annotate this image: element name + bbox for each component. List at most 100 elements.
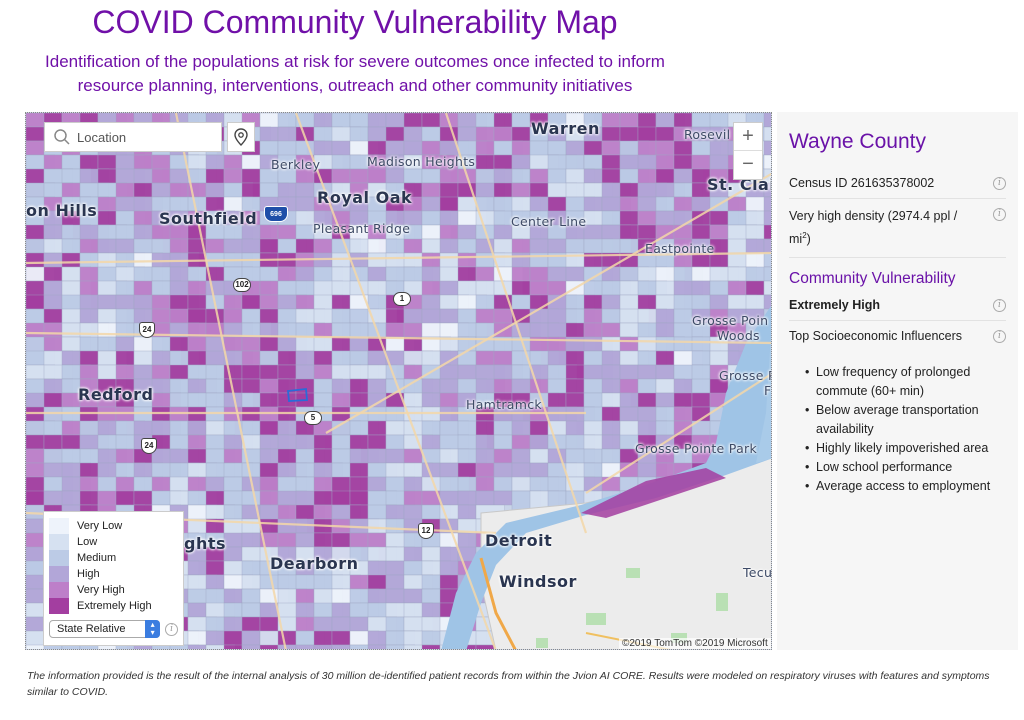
census-tract [223,602,243,618]
census-tract [349,392,369,408]
census-tract [763,238,771,254]
census-tract [601,308,621,324]
census-tract [403,448,423,464]
census-tract [115,280,135,296]
census-tract [673,392,693,408]
census-tract [601,126,621,142]
census-tract [637,126,657,142]
census-tract [655,364,675,380]
census-tract [43,252,63,268]
census-tract [313,602,333,618]
census-tract [655,168,675,184]
census-tract [313,364,333,380]
census-tract [133,364,153,380]
census-tract [151,168,171,184]
census-tract [655,350,675,366]
census-tract [655,126,675,142]
census-tract [241,294,261,310]
census-tract [367,113,387,128]
census-tract [619,196,639,212]
census-tract [187,434,207,450]
census-tract [529,182,549,198]
census-info-icon[interactable]: i [993,177,1006,190]
census-tract [313,434,333,450]
census-tract [223,308,243,324]
census-tract [151,308,171,324]
road [26,251,771,265]
census-tract [133,294,153,310]
census-tract [385,644,415,649]
vulnerability-info-icon[interactable]: i [993,299,1006,313]
census-tract [43,322,63,338]
place-label-grosse-pointe-park: Grosse Pointe Park [635,441,758,456]
census-tract [26,113,45,128]
legend-label: Very Low [77,520,123,532]
census-tract [655,322,675,338]
census-tract [26,294,45,310]
census-tract [313,448,333,464]
census-tract [763,126,771,142]
census-tract [187,420,207,436]
place-label-dearborn-heights: ghts [184,534,227,553]
census-tract [295,588,315,604]
census-tract [385,560,405,576]
census-tract [493,350,513,366]
census-tract [601,420,621,436]
legend-label: Medium [77,552,117,564]
legend-item: Low [49,534,178,550]
place-label-southfield: Southfield [159,209,258,228]
census-tract [241,336,261,352]
census-tract [61,434,81,450]
census-tract [493,182,513,198]
search-placeholder: Location [77,129,127,145]
census-tract [205,644,235,649]
census-tract [187,644,207,649]
census-tract [403,140,423,156]
census-id-row: Census ID 261635378002 i [789,168,1006,199]
census-tract [331,336,351,352]
census-tract [295,644,315,649]
census-tract [493,378,513,394]
census-tract [277,113,297,128]
census-tract [583,462,603,478]
census-tract [691,392,711,408]
census-tract [313,504,333,520]
census-tract [475,462,495,478]
census-tract [259,392,279,408]
census-tract [385,140,405,156]
census-tract [313,616,333,632]
locate-button[interactable] [227,122,255,152]
legend-info-icon[interactable]: i [165,622,178,636]
census-tract [26,434,45,450]
census-tract [241,532,261,548]
census-tract [79,462,99,478]
census-tract [763,266,771,282]
census-tract [169,238,189,254]
location-search-input[interactable]: Location [44,122,222,152]
us-12-shield: 12 [418,523,434,539]
relative-scale-select[interactable]: State Relative ▴ ▾ [49,620,161,638]
census-tract [295,182,315,198]
census-tract [331,630,351,646]
census-tract [619,406,639,422]
census-tract [457,504,477,520]
census-tract [205,238,225,254]
census-tract [583,448,603,464]
census-tract [547,392,567,408]
map-copyright: ©2019 TomTom ©2019 Microsoft [619,638,771,649]
density-info-icon[interactable]: i [993,208,1006,221]
census-tract [223,588,243,604]
zoom-in-button[interactable]: + [734,123,762,151]
census-tract [745,280,765,296]
census-tract [403,644,433,649]
census-tract [349,504,369,520]
census-tract [259,490,279,506]
census-tract [511,448,531,464]
influencers-info-icon[interactable]: i [993,330,1006,344]
census-tract [133,154,153,170]
census-tract [475,434,495,450]
census-tract [583,294,603,310]
census-tract [583,196,603,212]
census-tract [367,476,387,492]
zoom-out-button[interactable]: − [742,153,754,175]
